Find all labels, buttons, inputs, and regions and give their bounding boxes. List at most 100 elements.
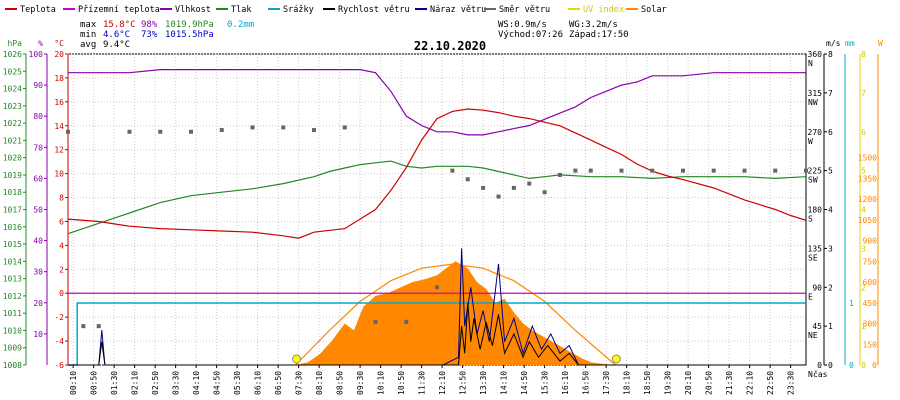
direction-tick-label: 135	[808, 244, 823, 253]
x-tick-label: 12:50	[459, 371, 468, 395]
solar-tick-label: 300	[863, 320, 878, 329]
stat-sunrise: Východ:07:26	[498, 30, 563, 40]
legend: Teplota Přízemní teplota Vlhkost Tlak Srážky…	[5, 5, 667, 15]
wind-direction-point	[588, 168, 593, 173]
stat-max-label: max	[80, 20, 97, 30]
stat-max-rain: 0.2mm	[227, 20, 254, 30]
x-tick-label: 19:30	[664, 371, 673, 395]
ms-tick-label: 6	[828, 128, 833, 137]
wind-direction-point	[219, 128, 224, 133]
x-tick-label: 07:30	[295, 371, 304, 395]
compass-label: W	[808, 137, 813, 146]
wind-direction-point	[250, 125, 255, 130]
compass-label: SW	[808, 176, 818, 185]
x-tick-label: 17:30	[602, 371, 611, 395]
pressure-tick-label: 1017	[3, 206, 22, 215]
pressure-tick-label: 1015	[3, 240, 22, 249]
rain-tick-label: 0	[849, 361, 854, 370]
pressure-tick-label: 1025	[3, 67, 22, 76]
uv-tick-label: 2	[861, 283, 866, 292]
x-tick-label: 13:30	[479, 371, 488, 395]
humidity-tick-label: 50	[33, 206, 43, 215]
x-tick-label: 11:30	[418, 371, 427, 395]
humidity-tick-label: 40	[33, 237, 43, 246]
stat-max-press: 1019.9hPa	[165, 20, 214, 30]
compass-label: N	[808, 370, 813, 379]
ms-tick-label: 1	[828, 322, 833, 331]
legend-label: Rychlost větru	[338, 5, 410, 15]
wind-direction-point	[773, 168, 778, 173]
rain-tick-label: 1	[849, 299, 854, 308]
wind-direction-point	[619, 168, 624, 173]
solar-tick-label: 150	[863, 340, 878, 349]
wind-direction-point	[681, 168, 685, 173]
direction-tick-label: 90	[812, 283, 822, 292]
temperature-tick-label: 2	[59, 265, 64, 274]
wind-direction-point	[527, 181, 532, 186]
uv-tick-label: 7	[861, 89, 866, 98]
legend-label: Vlhkost	[175, 5, 211, 15]
wind-direction-point	[312, 128, 316, 133]
x-tick-label: 10:10	[377, 371, 386, 395]
temperature-tick-label: -4	[54, 337, 64, 346]
x-tick-label: 05:30	[233, 371, 242, 395]
x-tick-label: 06:10	[254, 371, 263, 395]
solar-tick-label: 450	[863, 299, 878, 308]
temperature-tick-label: 16	[54, 98, 64, 107]
wind-direction-point	[66, 129, 70, 134]
temperature-tick-label: 12	[54, 146, 64, 155]
compass-label: S	[808, 215, 813, 224]
compass-label: NE	[808, 331, 818, 340]
pressure-tick-label: 1014	[3, 257, 22, 266]
temperature-tick-label: 18	[54, 74, 64, 83]
x-tick-label: 01:30	[110, 371, 119, 395]
stat-avg-label: avg	[80, 40, 96, 50]
sun-marker	[292, 354, 302, 364]
x-tick-label: 12:10	[438, 371, 447, 395]
legend-label: Tlak	[231, 5, 251, 15]
wind-direction-point	[650, 168, 655, 173]
temperature-tick-label: 4	[59, 241, 64, 250]
pressure-tick-label: 1026	[3, 50, 22, 59]
stat-min-hum: 73%	[141, 30, 158, 40]
x-tick-label: 03:30	[172, 371, 181, 395]
wind-direction-point	[189, 129, 193, 134]
temperature-tick-label: 14	[54, 122, 64, 131]
wind-direction-point	[342, 125, 347, 130]
ms-tick-label: 5	[828, 167, 833, 176]
ms-tick-label: 4	[828, 206, 833, 215]
wind-direction-point	[435, 285, 439, 290]
x-tick-label: 23:30	[787, 371, 796, 395]
uv-tick-label: 3	[861, 244, 866, 253]
x-tick-label: 08:50	[336, 371, 345, 395]
wind-direction-point	[542, 190, 547, 195]
stat-max-hum: 98%	[141, 20, 158, 30]
x-tick-label: 15:30	[541, 371, 550, 395]
humidity-tick-label: 100	[29, 50, 44, 59]
x-tick-label: 02:10	[131, 371, 140, 395]
sun-marker	[611, 354, 621, 364]
pressure-tick-label: 1016	[3, 223, 22, 232]
stat-ws: WS:0.9m/s	[498, 20, 547, 30]
direction-tick-label: 45	[812, 322, 822, 331]
x-tick-label: 18:50	[643, 371, 652, 395]
legend-label: Srážky	[283, 5, 314, 15]
wind-direction-point	[373, 319, 378, 324]
pressure-tick-label: 1012	[3, 292, 22, 301]
pressure-tick-label: 1023	[3, 102, 22, 111]
solar-tick-label: 900	[863, 237, 878, 246]
ms-tick-label: 7	[828, 89, 833, 98]
uv-tick-label: 1	[861, 322, 866, 331]
pressure-tick-label: 1024	[3, 85, 22, 94]
pressure-tick-label: 1020	[3, 154, 22, 163]
temperature-tick-label: 8	[59, 194, 64, 203]
temperature-tick-label: 10	[54, 170, 64, 179]
direction-tick-label: 360	[808, 50, 823, 59]
legend-label: Směr větru	[499, 5, 550, 15]
pressure-tick-label: 1019	[3, 171, 22, 180]
humidity-tick-label: 70	[33, 143, 43, 152]
x-tick-label: 09:30	[356, 371, 365, 395]
stat-min-label: min	[80, 30, 96, 40]
stat-sunset: Západ:17:50	[569, 30, 629, 40]
direction-tick-label: 0	[817, 361, 822, 370]
